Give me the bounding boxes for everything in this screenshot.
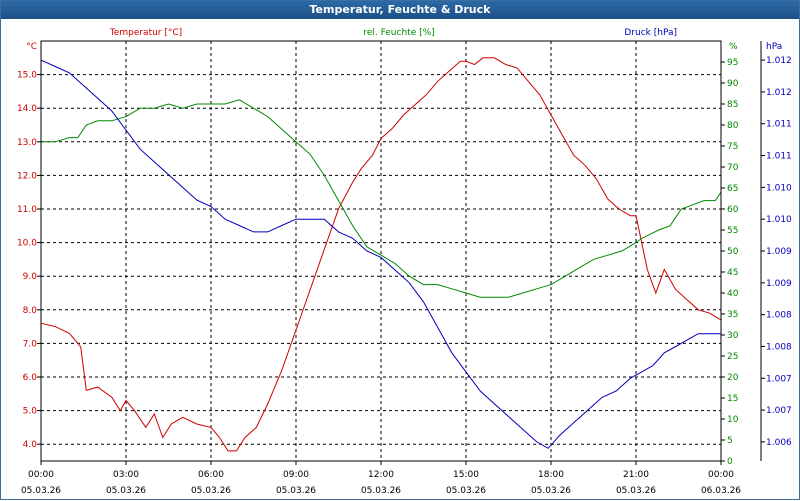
temp-tick-label: 12.0 bbox=[17, 171, 37, 181]
temp-tick-label: 8.0 bbox=[23, 306, 38, 316]
temp-tick-label: 13.0 bbox=[17, 138, 37, 148]
x-date-label: 05.03.26 bbox=[106, 486, 146, 496]
press-tick-label: 1.012 bbox=[766, 88, 792, 98]
x-time-label: 06:00 bbox=[198, 470, 224, 480]
x-time-label: 03:00 bbox=[113, 470, 139, 480]
hum-unit: % bbox=[729, 42, 738, 52]
press-tick-label: 1.011 bbox=[766, 120, 792, 130]
x-time-label: 21:00 bbox=[623, 470, 649, 480]
temp-axis-title: Temperatur [°C] bbox=[109, 28, 182, 38]
x-date-label: 05.03.26 bbox=[191, 486, 231, 496]
series-layer bbox=[40, 57, 722, 452]
hum-tick-label: 65 bbox=[727, 184, 738, 194]
x-date-label: 05.03.26 bbox=[21, 486, 61, 496]
temperature-line bbox=[40, 57, 722, 452]
hum-tick-label: 35 bbox=[727, 310, 738, 320]
press-tick-label: 1.009 bbox=[766, 247, 792, 257]
x-date-label: 05.03.26 bbox=[276, 486, 316, 496]
grid bbox=[41, 41, 721, 461]
press-tick-label: 1.010 bbox=[766, 183, 792, 193]
press-unit: hPa bbox=[766, 42, 782, 52]
hum-tick-label: 60 bbox=[727, 205, 739, 215]
hum-tick-label: 45 bbox=[727, 268, 738, 278]
hum-tick-label: 10 bbox=[727, 415, 739, 425]
x-time-label: 09:00 bbox=[283, 470, 309, 480]
temp-tick-label: 7.0 bbox=[23, 339, 38, 349]
hum-tick-label: 30 bbox=[727, 331, 739, 341]
temp-tick-label: 11.0 bbox=[17, 205, 37, 215]
hum-tick-label: 25 bbox=[727, 352, 738, 362]
hum-tick-label: 5 bbox=[727, 436, 733, 446]
press-axis-title: Druck [hPa] bbox=[624, 28, 677, 38]
hum-tick-label: 70 bbox=[727, 163, 739, 173]
x-date-label: 06.03.26 bbox=[701, 486, 741, 496]
hum-tick-label: 75 bbox=[727, 142, 738, 152]
temp-tick-label: 10.0 bbox=[17, 239, 37, 249]
x-time-label: 15:00 bbox=[453, 470, 479, 480]
hum-tick-label: 80 bbox=[727, 121, 739, 131]
press-tick-label: 1.012 bbox=[766, 56, 792, 66]
press-tick-label: 1.011 bbox=[766, 152, 792, 162]
hum-tick-label: 55 bbox=[727, 226, 738, 236]
temp-tick-label: 15.0 bbox=[17, 71, 37, 81]
temp-unit: °C bbox=[26, 42, 37, 52]
pressure-line bbox=[40, 59, 721, 449]
x-time-label: 00:00 bbox=[28, 470, 54, 480]
press-tick-label: 1.008 bbox=[766, 311, 792, 321]
hum-tick-label: 95 bbox=[727, 58, 738, 68]
hum-tick-label: 40 bbox=[727, 289, 739, 299]
press-tick-label: 1.006 bbox=[766, 438, 792, 448]
x-time-label: 18:00 bbox=[538, 470, 564, 480]
temp-tick-label: 9.0 bbox=[23, 272, 38, 282]
press-tick-label: 1.009 bbox=[766, 279, 792, 289]
window-title: Temperatur, Feuchte & Druck bbox=[1, 1, 799, 19]
labels-layer: 00:00 05.03.26 03:00 05.03.26 06:00 05.03.26 0… bbox=[17, 28, 792, 496]
temp-tick-label: 5.0 bbox=[23, 407, 38, 417]
hum-tick-label: 50 bbox=[727, 247, 739, 257]
axes-layer bbox=[37, 40, 765, 465]
press-tick-label: 1.008 bbox=[766, 342, 792, 352]
x-time-label: 12:00 bbox=[368, 470, 394, 480]
temp-tick-label: 6.0 bbox=[23, 373, 38, 383]
temp-tick-label: 14.0 bbox=[17, 104, 37, 114]
press-tick-label: 1.007 bbox=[766, 406, 792, 416]
hum-tick-label: 90 bbox=[727, 79, 739, 89]
press-tick-label: 1.010 bbox=[766, 215, 792, 225]
press-tick-label: 1.007 bbox=[766, 374, 792, 384]
hum-tick-label: 0 bbox=[727, 457, 733, 467]
hum-tick-label: 15 bbox=[727, 394, 738, 404]
temp-tick-label: 4.0 bbox=[23, 440, 38, 450]
hum-tick-label: 85 bbox=[727, 100, 738, 110]
humidity-line bbox=[41, 99, 722, 298]
x-date-label: 05.03.26 bbox=[531, 486, 571, 496]
hum-axis-title: rel. Feuchte [%] bbox=[363, 28, 434, 38]
x-date-label: 05.03.26 bbox=[446, 486, 486, 496]
x-date-label: 05.03.26 bbox=[616, 486, 656, 496]
x-time-label: 00:00 bbox=[708, 470, 734, 480]
hum-tick-label: 20 bbox=[727, 373, 739, 383]
x-date-label: 05.03.26 bbox=[361, 486, 401, 496]
